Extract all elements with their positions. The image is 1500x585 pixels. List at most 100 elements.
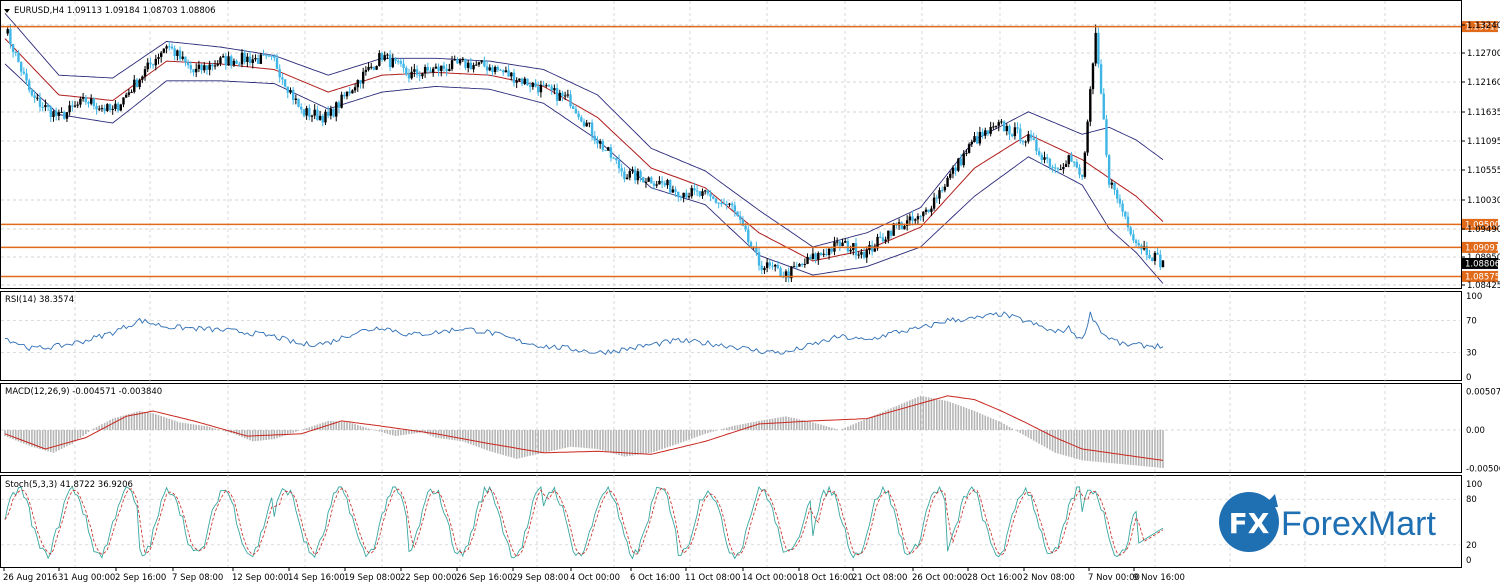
price-level-label: 1.09091 <box>1465 243 1500 253</box>
stoch-panel-frame <box>0 475 1462 568</box>
bear-candle <box>380 53 384 61</box>
bull-candle <box>817 253 820 260</box>
stoch-tick-label: 20 <box>1466 541 1477 551</box>
symbol-dropdown-icon[interactable] <box>4 9 10 13</box>
bull-candle <box>122 97 125 105</box>
bear-candle <box>547 85 551 87</box>
bull-candle <box>887 230 890 240</box>
time-tick-label: 31 Aug 00:00 <box>58 573 115 583</box>
bull-candle <box>1059 169 1062 171</box>
bear-candle <box>744 225 747 230</box>
time-tick-label: 12 Sep 00:00 <box>232 573 289 583</box>
bear-candle <box>927 209 930 212</box>
logo-name: ForexMart <box>1281 505 1436 543</box>
current-price-tag <box>1462 257 1498 269</box>
bear-candle <box>256 57 260 64</box>
bear-candle <box>1124 211 1127 217</box>
price-tick-label: 1.08950 <box>1467 253 1500 263</box>
bull-candle <box>57 112 61 116</box>
bull-candle <box>391 58 394 68</box>
bear-candle <box>95 105 98 110</box>
bull-candle <box>176 50 179 56</box>
bear-candle <box>747 229 750 243</box>
bull-candle <box>994 125 998 127</box>
time-axis: 26 Aug 2016 31 Aug 00:00 2 Sep 16:00 7 Sep … <box>3 567 1185 583</box>
bear-candle <box>706 190 710 194</box>
bear-candle <box>959 158 963 166</box>
bear-candle <box>768 262 772 266</box>
time-tick-label: 7 Nov 00:00 <box>1088 573 1140 583</box>
bear-candle <box>1116 189 1119 199</box>
bear-candle <box>854 243 858 256</box>
bull-candle <box>908 216 912 221</box>
bull-candle <box>655 184 658 186</box>
bull-candle <box>345 91 349 97</box>
bull-candle <box>480 60 483 63</box>
bear-candle <box>528 85 532 87</box>
bear-candle <box>787 271 790 279</box>
price-tick-label: 1.10030 <box>1467 196 1500 206</box>
bull-candle <box>351 90 354 94</box>
symbol-info: EURUSD,H4 1.09113 1.09184 1.08703 1.0880… <box>14 6 216 16</box>
bear-candle <box>116 103 120 111</box>
bear-candle <box>642 176 645 183</box>
bull-candle <box>65 112 69 119</box>
bear-candle <box>512 72 516 83</box>
bear-candle <box>800 263 804 265</box>
bull-candle <box>865 250 868 258</box>
bear-candle <box>149 62 152 65</box>
bear-candle <box>224 56 228 66</box>
bull-candle <box>798 263 801 267</box>
bear-candle <box>297 98 300 107</box>
bear-candle <box>1010 134 1014 137</box>
time-tick-label: 26 Sep 16:00 <box>456 573 513 583</box>
bull-candle <box>114 103 117 109</box>
stoch-series <box>4 485 1164 560</box>
bear-candle <box>674 189 677 192</box>
time-tick-label: 26 Oct 00:00 <box>912 573 967 583</box>
bull-candle <box>181 56 184 59</box>
bull-candle <box>106 104 109 111</box>
current-price-label: 1.08806 <box>1465 259 1500 269</box>
rsi-panel-frame <box>0 291 1462 381</box>
bear-candle <box>496 66 500 70</box>
bull-candle <box>477 62 481 65</box>
macd-tick-label: 0.00 <box>1466 426 1485 436</box>
bear-candle <box>986 130 990 134</box>
bull-candle <box>44 104 47 108</box>
bear-candle <box>407 74 411 79</box>
bear-candle <box>698 191 701 196</box>
bear-candle <box>173 48 176 56</box>
bear-candle <box>499 69 502 71</box>
bull-candle <box>141 76 144 80</box>
bear-candle <box>286 86 289 93</box>
bear-candle <box>1132 234 1135 241</box>
bear-candle <box>537 86 540 93</box>
bull-candle <box>488 67 491 71</box>
bear-candle <box>1118 198 1122 204</box>
bull-candle <box>957 158 960 171</box>
bear-candle <box>639 171 642 177</box>
bull-candle <box>903 225 906 230</box>
time-tick-label: 19 Sep 08:00 <box>344 573 401 583</box>
bear-candle <box>415 69 419 75</box>
bear-candle <box>399 61 403 64</box>
bear-candle <box>652 183 656 186</box>
bull-candle <box>294 98 298 100</box>
bear-candle <box>709 193 712 197</box>
rsi-info: RSI(14) 38.3574 <box>5 295 74 305</box>
bull-candle <box>378 53 381 66</box>
bull-candle <box>790 266 793 279</box>
bear-candle <box>429 70 432 73</box>
bollinger-lower-line <box>4 63 1164 284</box>
bear-candle <box>1002 121 1006 132</box>
bull-candle <box>130 91 133 93</box>
bull-candle <box>165 46 168 49</box>
bull-candle <box>127 92 131 95</box>
price-tick-label: 1.12700 <box>1467 49 1500 59</box>
bull-candle <box>6 29 9 34</box>
bear-candle <box>22 71 26 74</box>
bear-candle <box>483 60 486 67</box>
bull-candle <box>361 71 365 84</box>
